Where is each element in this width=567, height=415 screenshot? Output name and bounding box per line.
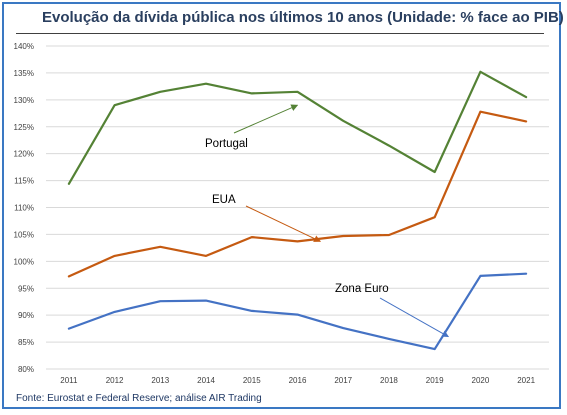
y-tick-label: 140% — [14, 42, 34, 51]
x-tick-label: 2018 — [380, 376, 398, 385]
y-tick-label: 105% — [14, 230, 34, 239]
y-tick-label: 130% — [14, 96, 34, 105]
y-tick-label: 95% — [18, 284, 34, 293]
series-label-eua: EUA — [212, 194, 236, 206]
title-divider — [16, 33, 544, 34]
y-tick-label: 90% — [18, 311, 34, 320]
series-line-portugal — [67, 70, 528, 185]
series-label-zona-euro: Zona Euro — [335, 283, 389, 295]
x-tick-label: 2020 — [472, 376, 490, 385]
x-tick-label: 2019 — [426, 376, 444, 385]
y-tick-label: 125% — [14, 123, 34, 132]
series-arrow-zona-euro — [379, 297, 450, 338]
y-tick-label: 135% — [14, 69, 34, 78]
series-arrow-eua — [245, 205, 321, 242]
y-tick-label: 110% — [14, 204, 34, 213]
y-tick-label: 85% — [18, 338, 34, 347]
x-tick-label: 2017 — [334, 376, 352, 385]
x-tick-label: 2021 — [517, 376, 535, 385]
series-lines — [67, 70, 528, 351]
x-tick-label: 2014 — [197, 376, 215, 385]
x-tick-label: 2015 — [243, 376, 261, 385]
x-tick-label: 2011 — [60, 376, 78, 385]
series-arrow-portugal — [233, 104, 299, 134]
x-tick-label: 2013 — [151, 376, 169, 385]
y-axis-ticks: 80% 85% 90% 95% 100% 105% 110% 115% 120% 125% 130%… — [14, 42, 34, 374]
series-line-zona-euro — [67, 272, 528, 351]
series-line-eua — [67, 110, 528, 278]
source-note: Fonte: Eurostat e Federal Reserve; análi… — [16, 393, 262, 404]
series-label-portugal: Portugal — [205, 138, 248, 150]
chart-frame — [2, 2, 561, 409]
y-tick-label: 80% — [18, 365, 34, 374]
x-tick-label: 2016 — [289, 376, 307, 385]
x-axis-ticks: 2011 2012 2013 2014 2015 2016 2017 2018 2019 2020… — [60, 376, 535, 385]
y-tick-label: 100% — [14, 257, 34, 266]
y-tick-label: 120% — [14, 150, 34, 159]
series-annotations: Portugal EUA Zona Euro — [205, 104, 450, 338]
y-tick-label: 115% — [14, 177, 34, 186]
gridlines — [46, 45, 549, 370]
x-tick-label: 2012 — [106, 376, 124, 385]
chart-title: Evolução da dívida pública nos últimos 1… — [42, 9, 564, 26]
